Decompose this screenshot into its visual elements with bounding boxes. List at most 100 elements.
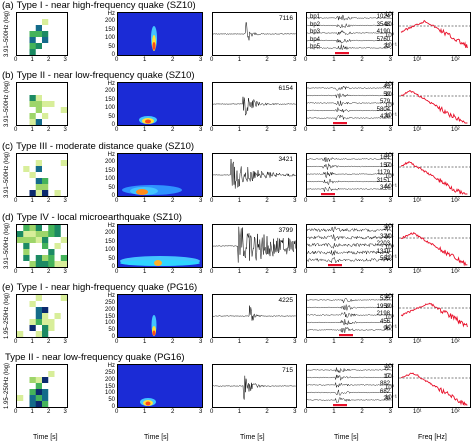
feature-ylabel-text: 3.91–500Hz (log) (4, 10, 10, 58)
heatmap-cell (54, 401, 62, 407)
heatmap-cell (35, 101, 43, 108)
heatmap-cell (42, 166, 49, 173)
psd-tick: 10¹ (385, 234, 394, 240)
time-tick: 1 (237, 409, 242, 415)
psd-curve (400, 372, 468, 407)
heatmap-cell (42, 178, 49, 185)
heatmap-cell (48, 331, 55, 337)
heatmap-cell (35, 371, 43, 378)
hz-tick: 50 (108, 113, 115, 120)
feature-heatmap (16, 82, 68, 126)
heatmap-cell (35, 89, 43, 96)
heatmap-cell (35, 307, 43, 314)
waveform: 7116 (212, 12, 297, 56)
spectrogram-hz-axis: Hz 200 150 100 50 0 (101, 11, 117, 58)
bandpass-trace (307, 156, 392, 163)
heatmap-cell (23, 154, 30, 161)
heatmap-cell (48, 31, 55, 38)
bandpass-trace (307, 304, 392, 311)
heatmap-cell (35, 249, 43, 256)
hz-tick: 150 (104, 383, 115, 390)
heatmap-cell (54, 190, 62, 196)
heatmap-cell (54, 243, 62, 250)
spectrogram-energy (136, 189, 148, 195)
heatmap-cell (54, 249, 62, 256)
waveform-trace (213, 375, 296, 400)
heatmap-cell (60, 19, 67, 26)
time-tick: 0 (304, 198, 308, 204)
bandpass-trace (307, 256, 392, 264)
hz-tick: 150 (104, 26, 115, 33)
time-tick: 1 (30, 269, 34, 275)
time-tick: 3 (63, 127, 67, 133)
heatmap-cell (48, 307, 55, 314)
heatmap-cell (29, 377, 37, 384)
time-tick: 3 (199, 198, 203, 204)
heatmap-cell (60, 37, 67, 44)
heatmap-cell (35, 107, 43, 114)
heatmap-cell (60, 113, 67, 120)
heatmap-cell (29, 83, 37, 90)
hz-unit: Hz (107, 152, 115, 158)
time-tick: 0 (210, 57, 214, 63)
heatmap-cell (48, 231, 55, 238)
time-tick: 1 (237, 127, 242, 133)
time-tick: 3 (63, 57, 67, 63)
time-tick: 1 (332, 409, 336, 415)
heatmap-cell (35, 31, 43, 38)
bandpass-name: bp3 (310, 29, 321, 35)
bandpass-panel: 535 1959 2198 456 96 (306, 294, 393, 338)
psd-tick: 10⁻¹ (385, 113, 397, 119)
heatmap-cell (60, 395, 67, 402)
freq-tick: 10¹ (413, 409, 422, 415)
feature-heatmap (16, 153, 68, 197)
time-tick: 3 (388, 269, 392, 275)
time-tick: 2 (360, 339, 364, 345)
bandpass-amplitude: 43 (383, 84, 390, 90)
heatmap-cell (23, 401, 30, 407)
bandpass-trace (307, 29, 392, 36)
bandpass-name: bp5 (310, 44, 321, 50)
heatmap-cell (35, 255, 43, 262)
heatmap-cell (60, 325, 67, 332)
heatmap-cell (54, 19, 62, 26)
heatmap-cell (35, 13, 43, 20)
psd-curve (400, 19, 468, 49)
heatmap-cell (42, 307, 49, 314)
bandpass-amplitude: 22 (383, 44, 390, 50)
hz-tick: 200 (104, 159, 115, 165)
heatmap-cell (17, 190, 24, 196)
row-title: (d) Type IV - local microearthquake (SZ10… (2, 212, 182, 223)
figure-row-2: (b) Type II - near low-frequency quake (S… (0, 70, 474, 140)
bandpass-trace (307, 85, 392, 91)
time-tick: 0 (14, 127, 18, 133)
heatmap-cell (42, 95, 49, 102)
psd-tick: 10² (385, 224, 394, 230)
spectrogram (117, 82, 203, 126)
heatmap-cell (35, 377, 43, 384)
heatmap-cell (29, 395, 37, 402)
time-tick: 3 (388, 198, 392, 204)
bandpass-trace (307, 311, 392, 318)
heatmap-cell (54, 313, 62, 320)
psd-panel (398, 364, 471, 408)
heatmap-cell (48, 95, 55, 102)
time-tick: 1 (143, 409, 147, 415)
x-axis-label-time-2: Time [s] (144, 434, 169, 441)
heatmap-cell (54, 178, 62, 185)
heatmap-cell (35, 225, 43, 232)
heatmap-cell (35, 37, 43, 44)
psd-tick: 10¹ (385, 92, 394, 98)
heatmap-cell (48, 313, 55, 320)
heatmap-cell (54, 107, 62, 114)
heatmap-cell (60, 184, 67, 191)
heatmap-cell (17, 319, 24, 326)
heatmap-cell (29, 101, 37, 108)
time-tick: 2 (265, 409, 269, 415)
waveform: 3421 (212, 153, 297, 197)
heatmap-cell (29, 331, 37, 337)
heatmap-cell (17, 313, 24, 320)
time-tick: 3 (388, 339, 392, 345)
time-tick: 3 (293, 198, 297, 204)
time-tick: 0 (304, 127, 308, 133)
